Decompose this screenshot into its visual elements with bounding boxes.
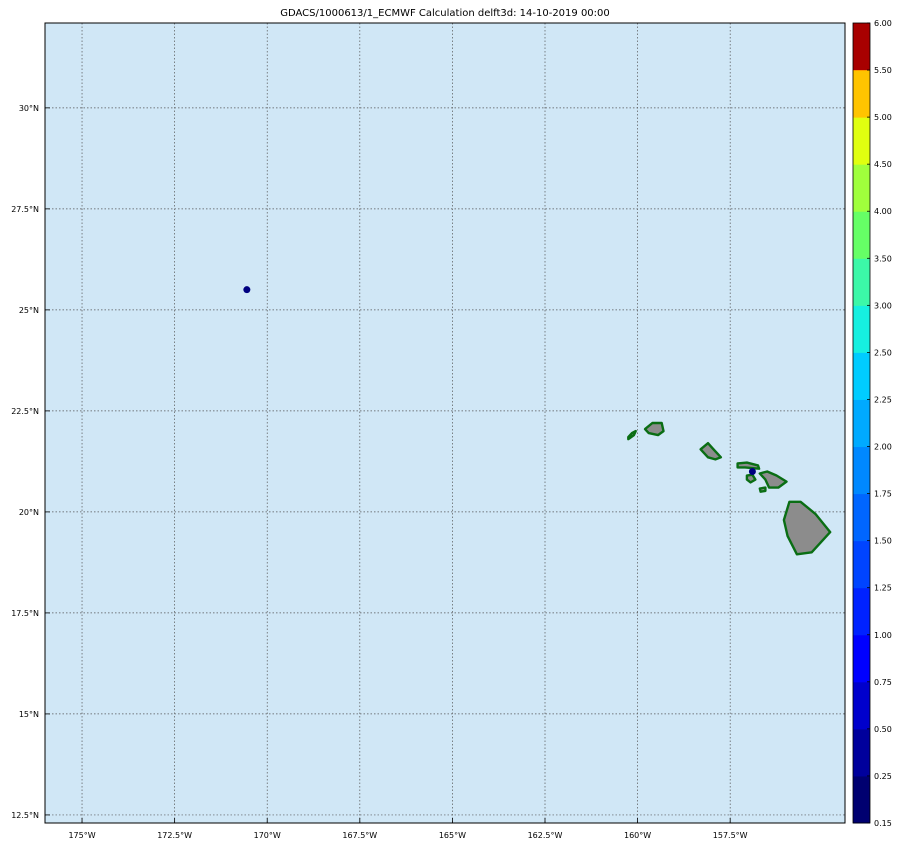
colorbar-label: 2.00 [874, 443, 892, 452]
colorbar-segment [853, 587, 870, 636]
lon-tick-label: 157.5°W [713, 831, 748, 840]
colorbar-segment [853, 775, 870, 824]
colorbar-segment [853, 399, 870, 448]
island-hawaii [782, 500, 832, 556]
colorbar-label: 4.00 [874, 207, 892, 216]
colorbar-segment [853, 728, 870, 777]
colorbar-label: 5.50 [874, 66, 892, 75]
colorbar-segment [853, 305, 870, 353]
colorbar-label: 2.50 [874, 348, 892, 357]
island-molokai [736, 461, 761, 470]
island-maui [758, 470, 788, 489]
land-layer [627, 421, 832, 556]
surge-layer [243, 286, 756, 475]
lat-tick-label: 12.5°N [11, 811, 39, 820]
lon-tick-label: 165°W [439, 831, 466, 840]
colorbar-segment [853, 493, 870, 542]
colorbar-label: 1.25 [874, 584, 892, 593]
lat-tick-label: 27.5°N [11, 205, 39, 214]
island-kauai [643, 421, 665, 437]
lon-tick-label: 170°W [254, 831, 281, 840]
colorbar-label: 1.00 [874, 631, 892, 640]
colorbar-segment [853, 23, 870, 71]
colorbar-segment [853, 446, 870, 495]
colorbar-label: 5.00 [874, 113, 892, 122]
map-frame [44, 22, 846, 824]
colorbar-segment [853, 681, 870, 730]
lat-tick-label: 25°N [19, 306, 39, 315]
lon-tick-label: 175°W [68, 831, 95, 840]
longitude-ticks: 175°W 172.5°W 170°W 167.5°W 165°W 162.5°W 160°… [68, 818, 748, 840]
colorbar-segment [853, 258, 870, 306]
colorbar-segment [853, 211, 870, 259]
lon-tick-label: 167.5°W [342, 831, 377, 840]
lat-tick-label: 20°N [19, 508, 39, 517]
ocean-background [45, 23, 845, 823]
colorbar-segment [853, 352, 870, 400]
colorbar-segment [853, 634, 870, 683]
colorbar-frame [852, 22, 871, 824]
lon-tick-label: 162.5°W [528, 831, 563, 840]
lon-tick-label: 172.5°W [157, 831, 192, 840]
colorbar-segment [853, 164, 870, 212]
colorbar: 0.15 0.25 0.50 0.75 1.00 1.25 1.50 1.75 2.00 2.25… [852, 19, 892, 828]
colorbar-label: 2.25 [874, 395, 892, 404]
colorbar-label: 0.25 [874, 772, 892, 781]
colorbar-label: 6.00 [874, 19, 892, 28]
island-oahu [699, 442, 723, 461]
lon-tick-label: 160°W [624, 831, 651, 840]
colorbar-label: 1.75 [874, 490, 892, 499]
colorbar-label: 1.50 [874, 537, 892, 546]
lat-tick-label: 30°N [19, 104, 39, 113]
colorbar-label: 0.15 [874, 819, 892, 828]
island-lanai [745, 473, 757, 484]
colorbar-label: 3.00 [874, 301, 892, 310]
surge-point-marker [243, 286, 251, 294]
colorbar-segment [853, 540, 870, 589]
surge-point-marker [748, 467, 756, 475]
lat-tick-label: 17.5°N [11, 609, 39, 618]
colorbar-segment [853, 117, 870, 165]
colorbar-label: 4.50 [874, 160, 892, 169]
colorbar-label: 0.75 [874, 678, 892, 687]
island-kahoolawe [758, 486, 767, 493]
colorbar-segment [853, 70, 870, 118]
lat-tick-label: 15°N [19, 710, 39, 719]
latitude-ticks: 30°N 27.5°N 25°N 22.5°N 20°N 17.5°N 15°N 12.5°N [11, 104, 50, 820]
colorbar-label: 0.50 [874, 725, 892, 734]
map-title: GDACS/1000613/1_ECMWF Calculation delft3… [280, 8, 610, 19]
lat-tick-label: 22.5°N [11, 407, 39, 416]
colorbar-label: 3.50 [874, 254, 892, 263]
island-niihau [627, 429, 637, 441]
graticule [45, 23, 845, 823]
